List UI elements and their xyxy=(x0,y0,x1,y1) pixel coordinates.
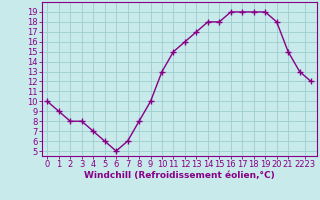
X-axis label: Windchill (Refroidissement éolien,°C): Windchill (Refroidissement éolien,°C) xyxy=(84,171,275,180)
